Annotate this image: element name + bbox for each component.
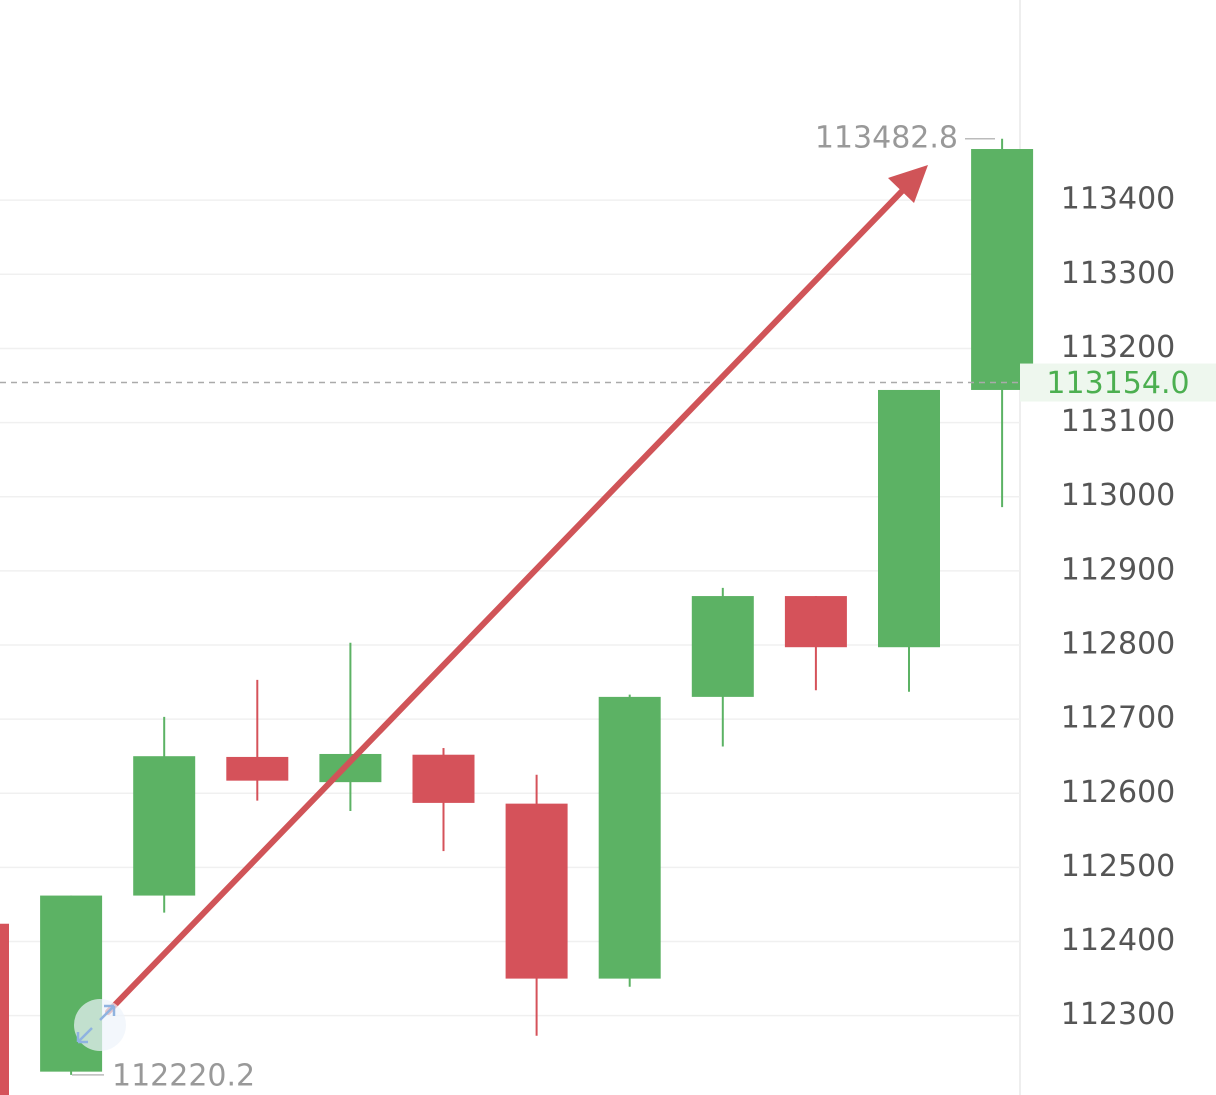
trend-arrow <box>105 185 908 1015</box>
high-marker-label: 113482.8 <box>815 120 958 155</box>
y-tick-label: 112700 <box>1061 701 1176 736</box>
candle-body <box>133 756 196 896</box>
y-tick-label: 113200 <box>1061 330 1176 365</box>
candle-body <box>691 596 754 697</box>
y-tick-label: 112900 <box>1061 552 1176 587</box>
y-tick-label: 113100 <box>1061 404 1176 439</box>
last-price-label: 113154.0 <box>1046 366 1189 401</box>
handle-icon <box>76 1004 116 1044</box>
arrow-head <box>888 165 928 203</box>
y-tick-label: 113300 <box>1061 256 1176 291</box>
y-tick-label: 113000 <box>1061 478 1176 513</box>
y-tick-label: 112600 <box>1061 775 1176 810</box>
y-tick-label: 112800 <box>1061 626 1176 661</box>
candle-body <box>878 389 940 648</box>
candle-body <box>971 149 1034 390</box>
y-tick-label: 112500 <box>1061 849 1176 884</box>
candle-body <box>784 596 847 648</box>
y-tick-label: 112400 <box>1061 923 1176 958</box>
low-marker-label: 112220.2 <box>112 1058 255 1093</box>
candle-body <box>0 923 9 1095</box>
candle-body <box>598 696 661 979</box>
candle-body <box>226 756 289 781</box>
y-tick-label: 113400 <box>1061 182 1176 217</box>
candle-body <box>505 803 568 979</box>
candle-body <box>412 754 475 803</box>
last-price-box <box>1020 363 1216 402</box>
y-tick-label: 112300 <box>1061 997 1176 1032</box>
